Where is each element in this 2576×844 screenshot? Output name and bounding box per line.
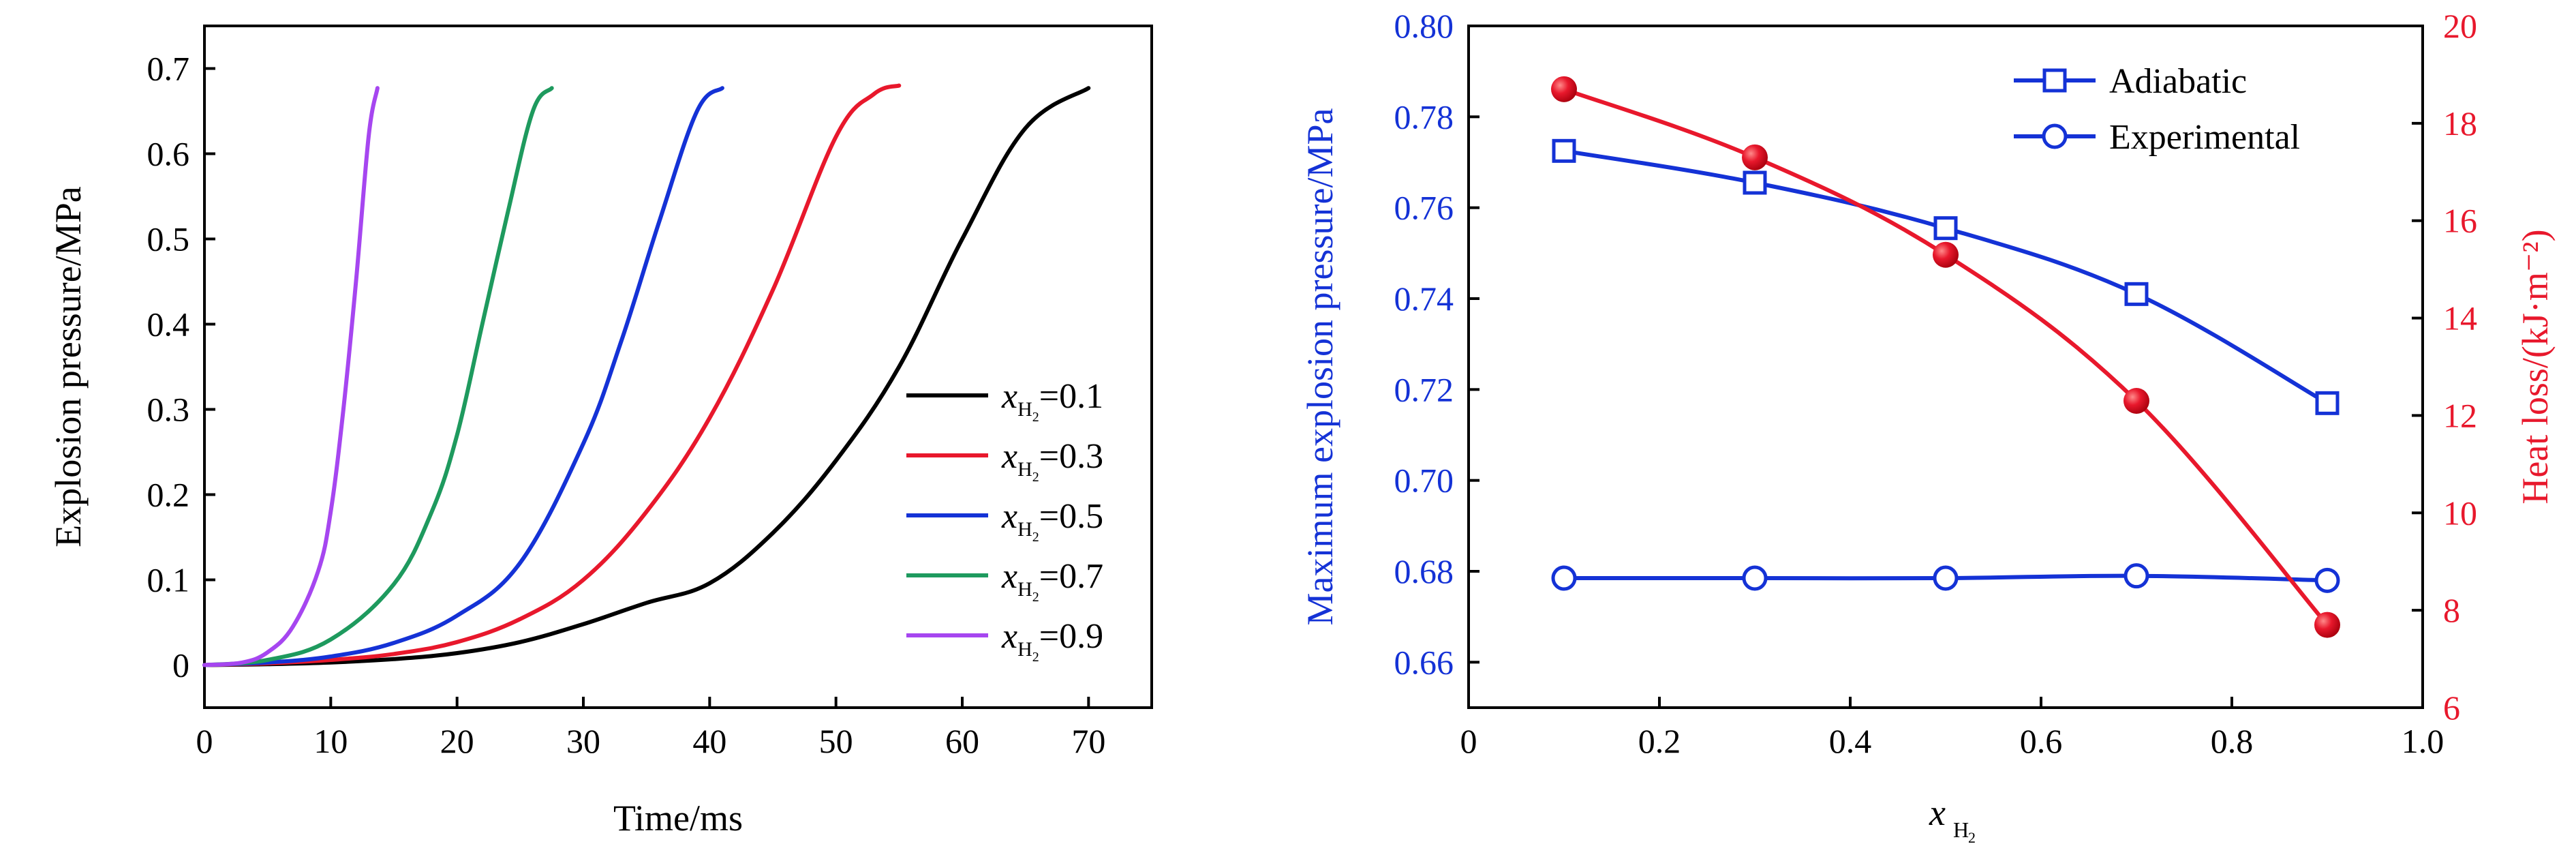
x-axis-label: Time/ms [613, 798, 743, 839]
data-point [1933, 565, 1959, 591]
legend-marker [2042, 123, 2068, 149]
legend-label: xH2=0.5 [1001, 497, 1103, 545]
x-tick-label: 0 [1460, 722, 1477, 760]
svg-text:2: 2 [1968, 829, 1976, 844]
y-tick-label: 0.74 [1394, 280, 1454, 318]
series-line [202, 86, 724, 667]
series-lines [202, 83, 1091, 667]
legend: Adiabatic Experimental [2014, 62, 2300, 157]
series-line [202, 86, 380, 667]
x-tick-label: 1.0 [2402, 722, 2444, 760]
plot-frame [1467, 25, 2424, 709]
legend-label: xH2=0.9 [1001, 617, 1103, 665]
legend-item: xH2=0.9 [906, 617, 1103, 665]
data-point [1551, 76, 1577, 102]
x-tick-label: 60 [945, 722, 979, 760]
x-tick-label: 0.4 [1829, 722, 1872, 760]
pressure-heatloss-chart: 0 0.2 0.4 0.6 0.8 1.0 0.66 0.68 0.70 0.72 0.74 0.7… [1300, 7, 2556, 844]
y-tick-label: 0.4 [147, 305, 190, 344]
y-tick-label: 0.7 [147, 50, 190, 88]
y2-tick-label: 10 [2443, 494, 2477, 532]
x-tick-label: 70 [1071, 722, 1105, 760]
data-point [2314, 612, 2340, 638]
x-tick-label: 0.6 [2020, 722, 2063, 760]
series-line [1563, 149, 2329, 405]
data-point [1742, 144, 1768, 170]
legend-item: xH2=0.3 [906, 437, 1103, 485]
y-tick-label: 0.6 [147, 135, 190, 173]
legend-item: xH2=0.1 [906, 377, 1103, 425]
y2-tick-label: 14 [2443, 299, 2477, 337]
y-tick-label: 0.78 [1394, 97, 1454, 136]
right-y-axis-label: Heat loss/(kJ·m⁻²) [2515, 229, 2556, 504]
y2-tick-label: 20 [2443, 7, 2477, 45]
series-markers [1551, 76, 2340, 638]
legend-item: Adiabatic [2014, 62, 2247, 101]
legend-item: xH2=0.7 [906, 557, 1103, 605]
data-point [2123, 563, 2149, 589]
x-tick-label: 0.2 [1638, 722, 1681, 760]
legend: xH2=0.1 xH2=0.3 xH2=0.5 xH2=0.7 xH2=0.9 [906, 377, 1103, 665]
x-tick-label: 10 [313, 722, 348, 760]
y-axis-ticks: 0 0.1 0.2 0.3 0.4 0.5 0.6 0.7 [147, 50, 215, 684]
y-tick-label: 0.1 [147, 561, 190, 599]
pressure-time-chart: 0 10 20 30 40 50 60 70 0 0.1 0.2 0.3 0.4 0.5 0.6 0.7 x… [48, 25, 1153, 839]
series-lines [1563, 87, 2329, 627]
y-tick-label: 0.3 [147, 391, 190, 429]
y2-tick-label: 12 [2443, 396, 2477, 434]
series-line [202, 86, 1091, 667]
data-point [2123, 388, 2149, 414]
data-point [2314, 567, 2340, 593]
plot-frame [203, 25, 1153, 709]
data-point [2124, 282, 2149, 306]
legend-item: Experimental [2014, 118, 2300, 157]
legend-label: xH2=0.1 [1001, 377, 1103, 425]
y-tick-label: 0.5 [147, 220, 190, 258]
right-y-axis-ticks: 6 8 10 12 14 16 18 20 [2412, 7, 2477, 727]
y2-tick-label: 16 [2443, 202, 2477, 240]
legend-label: Experimental [2109, 118, 2300, 157]
y2-tick-label: 6 [2443, 689, 2460, 727]
legend-marker [2042, 68, 2067, 93]
y-tick-label: 0.2 [147, 476, 190, 514]
data-point [1552, 138, 1576, 163]
x-tick-label: 0 [196, 722, 213, 760]
y-tick-label: 0.68 [1394, 552, 1454, 590]
svg-text:x: x [1929, 792, 1946, 833]
legend-label: xH2=0.7 [1001, 557, 1103, 605]
data-point [1933, 241, 1959, 268]
y2-tick-label: 18 [2443, 104, 2477, 142]
x-tick-label: 40 [692, 722, 726, 760]
y-tick-label: 0.70 [1394, 462, 1454, 500]
data-point [2315, 391, 2340, 415]
left-y-axis-label: Maximum explosion pressure/MPa [1300, 108, 1340, 626]
data-point [1742, 565, 1768, 591]
y-tick-label: 0 [172, 646, 189, 684]
x-axis-ticks: 0 0.2 0.4 0.6 0.8 1.0 [1460, 697, 2444, 760]
y2-tick-label: 8 [2443, 591, 2460, 629]
y-tick-label: 0.72 [1394, 370, 1454, 408]
series-line [202, 83, 902, 667]
legend-label: xH2=0.3 [1001, 437, 1103, 485]
left-y-axis-ticks: 0.66 0.68 0.70 0.72 0.74 0.76 0.78 0.80 [1394, 7, 1479, 681]
x-axis-ticks: 0 10 20 30 40 50 60 70 [196, 697, 1105, 760]
x-tick-label: 0.8 [2211, 722, 2254, 760]
data-point [1933, 216, 1958, 241]
y-axis-label: Explosion pressure/MPa [48, 186, 89, 547]
series-line [202, 86, 554, 667]
x-axis-label: x H 2 [1929, 792, 1976, 844]
data-point [1743, 170, 1767, 195]
y-tick-label: 0.66 [1394, 643, 1454, 681]
y-tick-label: 0.76 [1394, 189, 1454, 227]
legend-label: Adiabatic [2109, 62, 2247, 101]
legend-item: xH2=0.5 [906, 497, 1103, 545]
y-tick-label: 0.80 [1394, 7, 1454, 45]
x-tick-label: 50 [819, 722, 853, 760]
svg-text:H: H [1953, 817, 1969, 842]
data-point [1551, 565, 1577, 591]
x-tick-label: 30 [566, 722, 600, 760]
x-tick-label: 20 [440, 722, 474, 760]
